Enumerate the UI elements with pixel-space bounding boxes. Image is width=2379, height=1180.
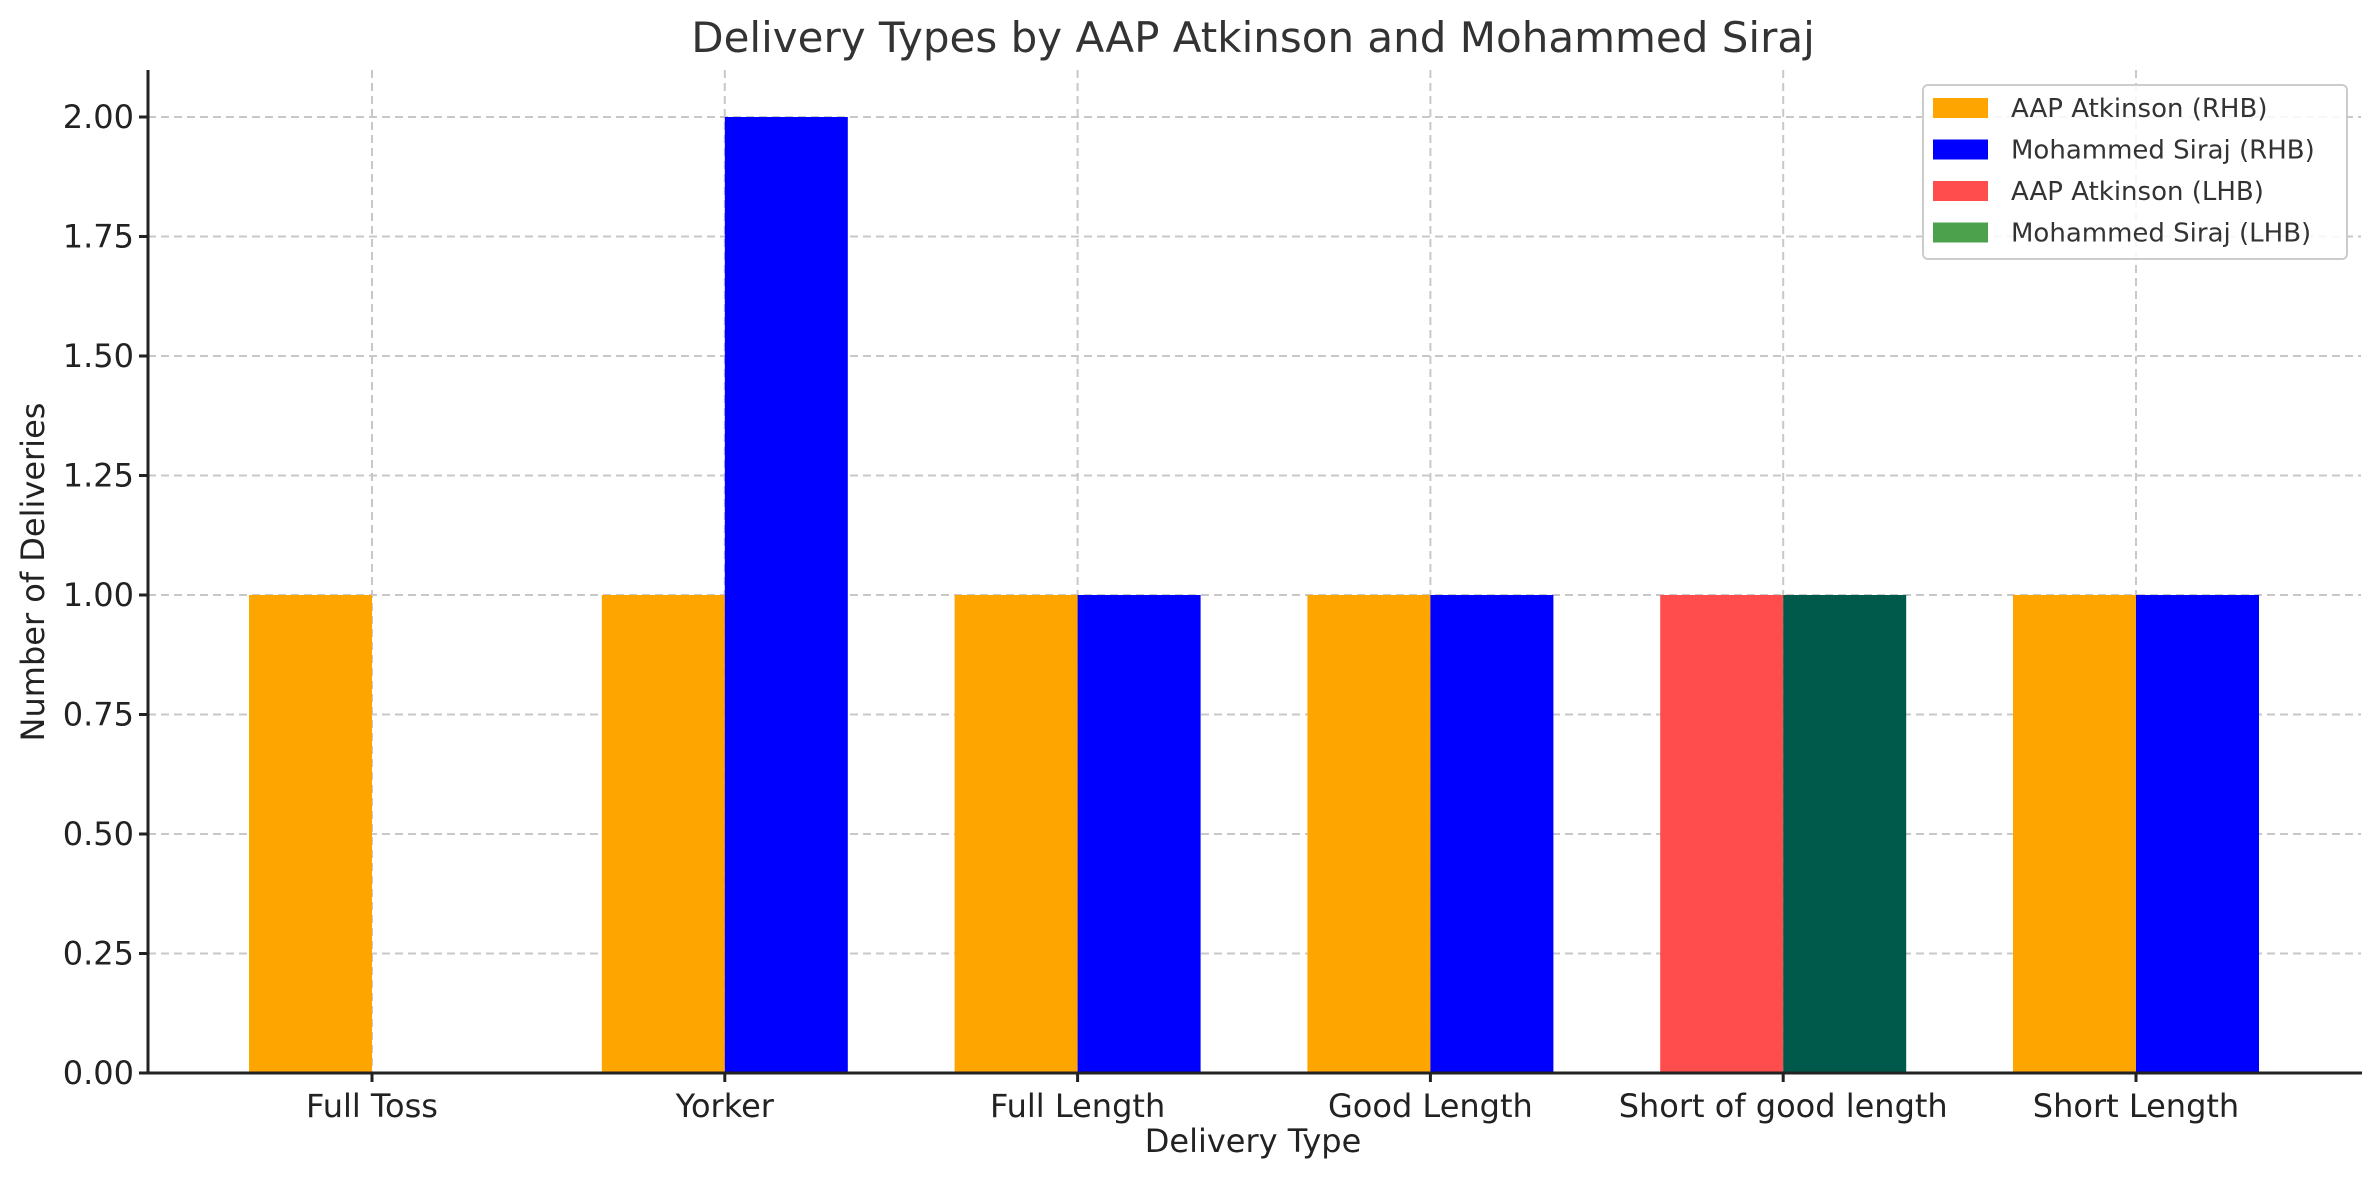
bar-aap-atkinson-rhb xyxy=(2013,595,2136,1073)
y-tick-label: 1.50 xyxy=(63,337,134,375)
y-tick-label: 2.00 xyxy=(63,98,134,136)
x-tick-label: Full Length xyxy=(990,1087,1165,1125)
legend-swatch xyxy=(1933,139,1988,160)
y-tick-label: 0.00 xyxy=(63,1054,134,1092)
x-tick-label: Short of good length xyxy=(1619,1087,1948,1125)
legend-swatch xyxy=(1933,222,1988,243)
y-ticks: 0.00 0.25 0.50 0.75 1.00 1.25 1.50 1.75 2.00 xyxy=(63,98,148,1092)
legend-swatch xyxy=(1933,98,1988,118)
x-axis-label: Delivery Type xyxy=(1145,1122,1362,1160)
legend-label: AAP Atkinson (LHB) xyxy=(2011,177,2264,207)
bars xyxy=(249,117,2259,1073)
x-tick-label: Yorker xyxy=(675,1087,775,1125)
legend: AAP Atkinson (RHB) Mohammed Siraj (RHB) AA… xyxy=(1922,84,2348,260)
y-tick-label: 0.75 xyxy=(63,696,134,734)
chart-title: Delivery Types by AAP Atkinson and Moham… xyxy=(691,13,1815,62)
legend-label: Mohammed Siraj (LHB) xyxy=(2011,219,2311,249)
legend-label: AAP Atkinson (RHB) xyxy=(2011,94,2267,124)
x-tick-label: Short Length xyxy=(2033,1087,2239,1125)
bar-aap-atkinson-rhb xyxy=(1307,595,1431,1073)
x-tick-label: Good Length xyxy=(1328,1087,1533,1125)
bar-aap-atkinson-rhb xyxy=(601,595,725,1073)
bar-aap-atkinson-rhb xyxy=(954,595,1078,1073)
y-axis-label: Number of Deliveries xyxy=(14,403,52,742)
bar-aap-atkinson-rhb xyxy=(249,595,372,1073)
y-tick-label: 0.25 xyxy=(63,935,134,973)
bar-mohammed-siraj-rhb xyxy=(2136,595,2259,1073)
bar-mohammed-siraj-rhb xyxy=(1430,595,1554,1073)
legend-label: Mohammed Siraj (RHB) xyxy=(2011,136,2315,166)
y-tick-label: 1.25 xyxy=(63,457,134,495)
x-ticks: Full Toss Yorker Full Length Good Length Sho… xyxy=(306,1073,2239,1125)
bar-mohammed-siraj-rhb xyxy=(1077,595,1201,1073)
bar-mohammed-siraj-lhb xyxy=(1783,595,1907,1073)
y-tick-label: 1.00 xyxy=(63,576,134,614)
legend-box xyxy=(1922,84,2348,260)
legend-swatch xyxy=(1933,181,1988,201)
bar-mohammed-siraj-rhb xyxy=(724,117,848,1073)
x-tick-label: Full Toss xyxy=(306,1087,438,1125)
y-tick-label: 1.75 xyxy=(63,218,134,256)
bar-aap-atkinson-lhb xyxy=(1660,595,1784,1073)
y-tick-label: 0.50 xyxy=(63,815,134,853)
